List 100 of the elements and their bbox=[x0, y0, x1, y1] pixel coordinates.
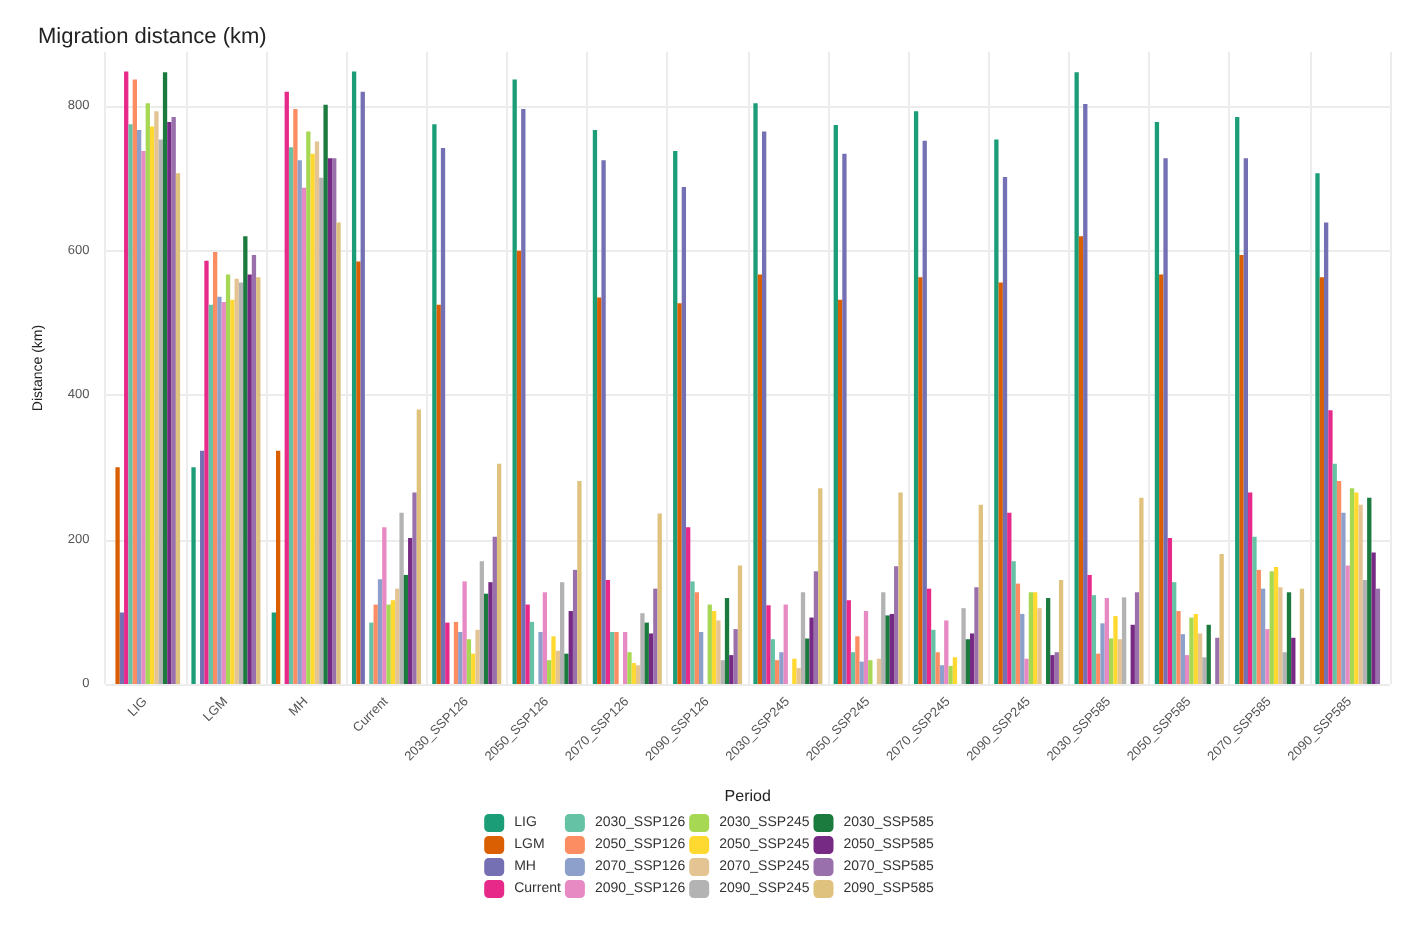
bar bbox=[1176, 611, 1181, 684]
bar bbox=[978, 504, 983, 684]
bar bbox=[1269, 571, 1274, 684]
bar bbox=[1328, 410, 1333, 684]
bar bbox=[1134, 592, 1140, 684]
bar bbox=[1371, 552, 1376, 684]
bar bbox=[1273, 566, 1279, 684]
bar bbox=[818, 488, 823, 684]
bar bbox=[1033, 592, 1038, 684]
bar bbox=[521, 109, 526, 684]
bar bbox=[416, 409, 421, 684]
bar bbox=[913, 111, 919, 684]
bar bbox=[601, 160, 606, 684]
bar bbox=[779, 652, 784, 684]
bar bbox=[377, 579, 383, 684]
bar bbox=[492, 536, 497, 684]
bar bbox=[948, 665, 953, 684]
bar bbox=[551, 636, 556, 684]
bar bbox=[1265, 629, 1270, 684]
bar bbox=[757, 274, 762, 684]
bar bbox=[1028, 592, 1034, 684]
bar bbox=[729, 655, 734, 684]
bar bbox=[711, 611, 717, 684]
bar bbox=[1299, 588, 1305, 684]
bar bbox=[412, 492, 417, 684]
bar bbox=[842, 153, 847, 684]
bar bbox=[162, 72, 168, 684]
bar bbox=[516, 250, 522, 684]
bar bbox=[115, 467, 120, 684]
bar bbox=[1083, 104, 1088, 684]
bar bbox=[336, 222, 341, 684]
bar bbox=[525, 604, 530, 684]
bar bbox=[256, 277, 261, 684]
bar bbox=[382, 527, 387, 684]
bar bbox=[323, 104, 328, 684]
bar bbox=[496, 463, 502, 684]
bar bbox=[1349, 488, 1355, 684]
bar bbox=[288, 147, 294, 684]
bar bbox=[432, 124, 437, 684]
bar bbox=[1336, 481, 1342, 684]
bar bbox=[154, 111, 159, 684]
bar bbox=[369, 622, 374, 684]
bar bbox=[623, 632, 628, 684]
bar bbox=[1358, 504, 1363, 684]
bar bbox=[221, 301, 226, 684]
bar bbox=[1345, 565, 1350, 684]
bar bbox=[119, 612, 125, 684]
bar bbox=[225, 274, 231, 684]
bar bbox=[462, 581, 467, 684]
bar bbox=[191, 467, 196, 684]
bar bbox=[1011, 561, 1016, 684]
bar bbox=[351, 71, 357, 684]
bar bbox=[720, 660, 725, 684]
bar bbox=[681, 187, 687, 684]
bar bbox=[247, 274, 252, 684]
bar bbox=[306, 131, 311, 684]
bar bbox=[466, 639, 472, 684]
bar bbox=[1282, 652, 1287, 684]
bar bbox=[1024, 658, 1029, 684]
bar bbox=[796, 668, 801, 684]
bar bbox=[931, 629, 936, 684]
bar bbox=[1362, 579, 1368, 684]
bar bbox=[577, 481, 582, 684]
bar bbox=[1159, 274, 1164, 684]
bar bbox=[1341, 512, 1346, 684]
bar bbox=[137, 130, 142, 684]
bar bbox=[737, 565, 743, 684]
bar bbox=[774, 660, 780, 684]
bar bbox=[881, 592, 886, 684]
bar bbox=[488, 582, 493, 684]
bar bbox=[1315, 173, 1320, 684]
bar bbox=[1100, 623, 1105, 684]
bar bbox=[538, 632, 543, 684]
bar bbox=[1375, 588, 1381, 684]
bar bbox=[922, 140, 927, 684]
bar bbox=[145, 103, 150, 684]
bar bbox=[1197, 633, 1203, 684]
bar bbox=[1239, 254, 1244, 684]
bar bbox=[1252, 536, 1257, 684]
bar bbox=[597, 297, 602, 684]
bar bbox=[918, 277, 923, 684]
bar bbox=[998, 282, 1003, 684]
bar bbox=[1139, 497, 1144, 684]
bar bbox=[572, 569, 578, 684]
bar bbox=[1096, 653, 1101, 684]
bar bbox=[399, 512, 404, 684]
bar bbox=[605, 579, 611, 684]
bar bbox=[408, 538, 413, 684]
bar bbox=[293, 109, 298, 684]
bar bbox=[859, 661, 864, 684]
bar bbox=[1260, 588, 1266, 684]
bar bbox=[475, 629, 480, 684]
bar bbox=[944, 620, 949, 684]
bar bbox=[635, 665, 641, 684]
bar bbox=[1117, 639, 1122, 684]
bar bbox=[724, 598, 730, 684]
bar bbox=[171, 117, 176, 684]
bar bbox=[809, 617, 814, 684]
bar bbox=[471, 653, 476, 684]
bar bbox=[1154, 122, 1160, 684]
